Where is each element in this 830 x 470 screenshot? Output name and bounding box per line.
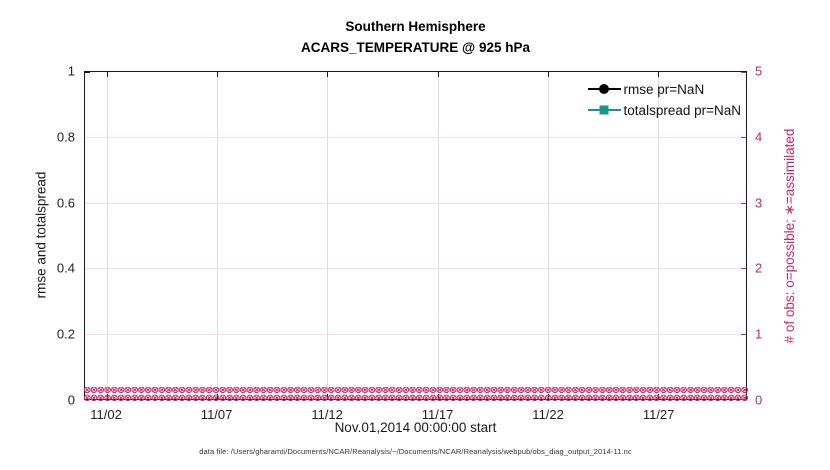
circle-marker-icon xyxy=(599,84,610,94)
y-right-tick xyxy=(741,268,746,270)
legend-entry-label: rmse pr=NaN xyxy=(623,81,705,97)
x-tick-bottom xyxy=(657,394,659,399)
x-gridline xyxy=(437,72,439,399)
y-right-tick xyxy=(741,202,746,204)
y-right-gridline xyxy=(85,202,746,204)
y-left-tick-label: 0 xyxy=(67,392,75,408)
x-tick-top xyxy=(217,72,219,77)
obs-zero-band-row: ⊗⊗⊗⊗⊗⊗⊗⊗⊗⊗⊗⊗⊗⊗⊗⊗⊗⊗⊗⊗⊗⊗⊗⊗⊗⊗⊗⊗⊗⊗⊗⊗⊗⊗⊗⊗⊗⊗⊗⊗… xyxy=(83,387,748,396)
legend-entry-label: totalspread pr=NaN xyxy=(623,102,741,118)
y-left-tick-label: 0.6 xyxy=(56,195,75,211)
legend-entry: totalspread pr=NaN xyxy=(587,100,741,120)
x-tick-label: 11/02 xyxy=(90,407,122,422)
x-gridline xyxy=(657,72,659,399)
legend-line-circle-icon xyxy=(587,83,621,95)
x-tick-label: 11/22 xyxy=(532,407,564,422)
y-right-tick-label: 4 xyxy=(755,129,763,145)
y-left-tick xyxy=(85,399,90,400)
obs-zero-band-row: ⊗⊗⊗⊗⊗⊗⊗⊗⊗⊗⊗⊗⊗⊗⊗⊗⊗⊗⊗⊗⊗⊗⊗⊗⊗⊗⊗⊗⊗⊗⊗⊗⊗⊗⊗⊗⊗⊗⊗⊗… xyxy=(83,392,748,404)
y-right-tick-label: 5 xyxy=(755,63,763,79)
x-tick-label: 11/27 xyxy=(642,407,675,422)
x-tick-label: 11/07 xyxy=(200,407,233,422)
x-gridline xyxy=(547,72,549,399)
x-tick-bottom xyxy=(547,394,549,399)
chart-title-line1: Southern Hemisphere xyxy=(345,19,486,34)
y-left-tick-label: 0.4 xyxy=(56,260,75,276)
y-right-tick xyxy=(741,137,746,139)
x-tick-bottom xyxy=(327,394,329,399)
x-axis-label: Nov.01,2014 00:00:00 start xyxy=(334,420,497,435)
data-file-caption: data file: /Users/gharamti/Documents/NCA… xyxy=(199,447,632,456)
plot-area: rmse pr=NaN totalspread pr=NaN ⊗⊗⊗⊗⊗⊗⊗⊗⊗⊗… xyxy=(83,71,748,403)
y-right-tick xyxy=(741,333,746,335)
x-gridline xyxy=(327,72,329,399)
y-left-tick xyxy=(85,72,90,73)
x-tick-top xyxy=(437,72,439,77)
x-tick-label: 11/17 xyxy=(421,407,454,422)
x-tick-bottom xyxy=(437,394,439,399)
chart-title: Southern Hemisphere ACARS_TEMPERATURE @ … xyxy=(84,16,747,58)
y-left-tick-label: 0.2 xyxy=(56,326,75,342)
obs-zero-band: ⊗⊗⊗⊗⊗⊗⊗⊗⊗⊗⊗⊗⊗⊗⊗⊗⊗⊗⊗⊗⊗⊗⊗⊗⊗⊗⊗⊗⊗⊗⊗⊗⊗⊗⊗⊗⊗⊗⊗⊗… xyxy=(83,387,748,405)
y-right-tick-label: 2 xyxy=(755,260,763,276)
y-right-tick xyxy=(741,72,746,73)
y-right-tick-label: 0 xyxy=(755,392,763,408)
x-tick-bottom xyxy=(217,394,219,399)
x-gridline xyxy=(107,72,108,399)
y-right-gridline xyxy=(85,333,746,335)
y-axis-label-right: # of obs: o=possible; ∗=assimilated xyxy=(782,128,797,344)
y-axis-label-left: rmse and totalspread xyxy=(33,171,49,299)
x-tick-top xyxy=(327,72,329,77)
chart-title-line2: ACARS_TEMPERATURE @ 925 hPa xyxy=(301,40,530,55)
square-marker-icon xyxy=(599,105,609,115)
y-right-tick xyxy=(741,399,746,400)
legend-entry: rmse pr=NaN xyxy=(587,79,741,99)
x-tick-top xyxy=(107,72,108,77)
legend: rmse pr=NaN totalspread pr=NaN xyxy=(587,79,741,120)
x-tick-bottom xyxy=(107,394,108,399)
y-left-tick-label: 0.8 xyxy=(56,129,75,145)
y-left-tick-label: 1 xyxy=(67,63,75,79)
x-tick-top xyxy=(657,72,659,77)
y-right-tick-label: 3 xyxy=(755,195,763,211)
y-right-gridline xyxy=(85,137,746,139)
x-tick-label: 11/12 xyxy=(311,407,343,422)
x-gridline xyxy=(217,72,219,399)
y-right-tick-label: 1 xyxy=(755,326,763,342)
legend-line-square-icon xyxy=(587,104,621,116)
x-tick-top xyxy=(547,72,549,77)
y-right-gridline xyxy=(85,268,746,270)
